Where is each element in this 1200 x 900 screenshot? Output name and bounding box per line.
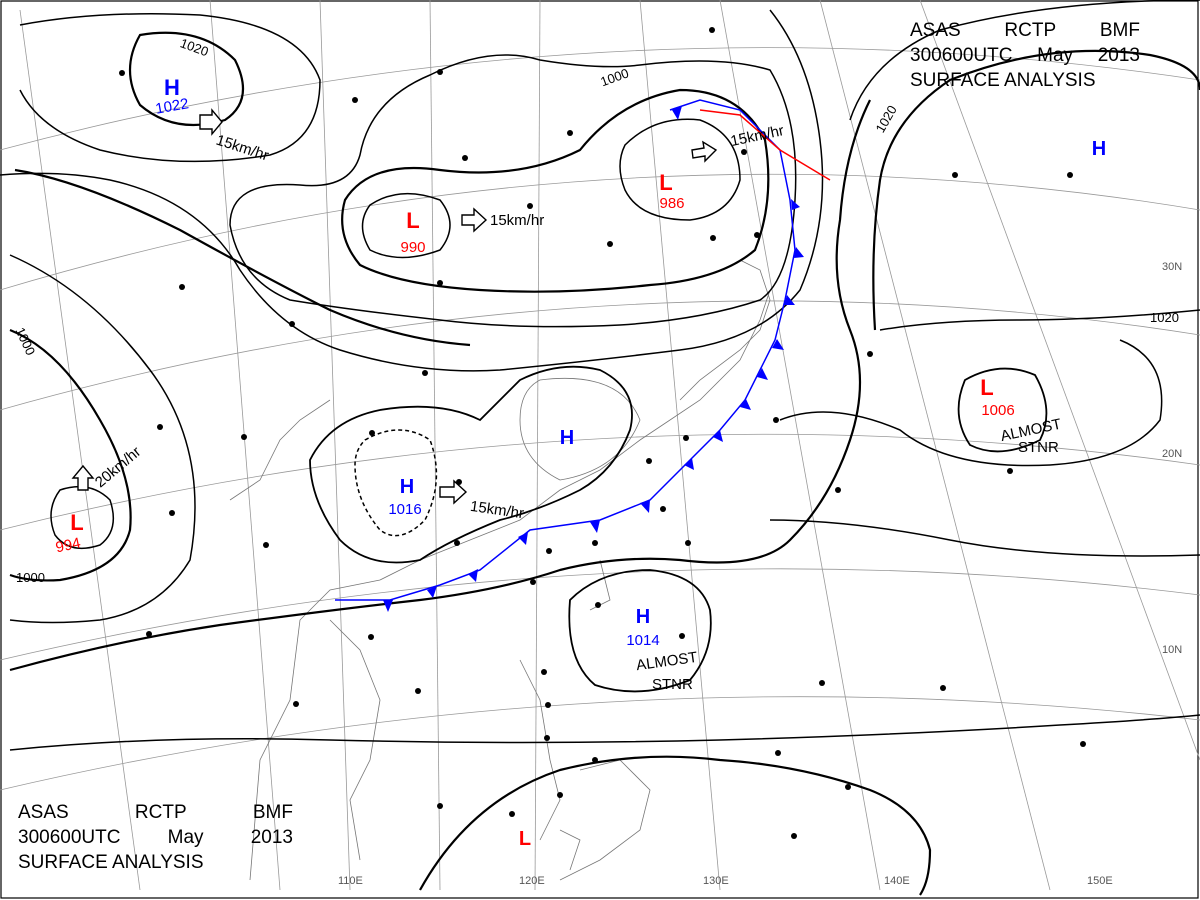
isobar-east-south <box>769 519 1200 557</box>
header-top: ASAS RCTP BMF 300600UTC May 2013 SURFACE… <box>910 18 1140 93</box>
motion-arrow-986 <box>691 140 718 163</box>
grid-labels: 110E 120E 130E 140E 150E 30N 20N 10N <box>338 261 1182 887</box>
header-top-line3: SURFACE ANALYSIS <box>910 68 1140 93</box>
header-bottom-year: 2013 <box>250 827 293 848</box>
low-center-990: L <box>406 208 419 233</box>
status-1014-line2: STNR <box>652 676 693 693</box>
isobar-1000-west <box>9 328 132 582</box>
high-value-1014: 1014 <box>626 632 659 649</box>
low-value-1006: 1006 <box>981 402 1014 419</box>
header-bottom-line2: 300600UTC May 2013 <box>18 825 293 850</box>
lon-label-140e: 140E <box>884 875 910 887</box>
motion-arrow-994 <box>71 464 95 491</box>
motion-label-990: 15km/hr <box>490 212 544 229</box>
low-center-986: L <box>659 170 672 195</box>
header-top-line2: 300600UTC May 2013 <box>910 43 1140 68</box>
header-bottom-agency: ASAS <box>18 802 69 823</box>
header-bottom-title: SURFACE ANALYSIS <box>18 852 204 873</box>
isobar-low-1006 <box>957 367 1048 453</box>
lon-label-120e: 120E <box>519 875 545 887</box>
header-top-time: 300600UTC <box>910 45 1013 66</box>
lat-label-10n: 10N <box>1162 644 1182 656</box>
header-top-month: May <box>1037 45 1074 66</box>
motion-arrows <box>71 108 718 505</box>
isobar-label-1000-sw: 1000 <box>16 570 45 585</box>
isobar-central-high <box>309 365 633 564</box>
high-center-east: H <box>1092 138 1106 160</box>
status-1006-line2: STNR <box>1018 439 1059 456</box>
warm-front-north <box>699 109 831 181</box>
high-center-1016: H <box>400 476 414 498</box>
isobar-outer-nw <box>19 13 321 163</box>
header-top-title: SURFACE ANALYSIS <box>910 70 1096 91</box>
fronts <box>335 99 831 612</box>
isobar-south-2 <box>9 714 1200 751</box>
lat-label-30n: 30N <box>1162 261 1182 273</box>
header-top-year: 2013 <box>1097 45 1140 66</box>
motion-arrow-1016 <box>439 479 468 505</box>
isobar-high-1014 <box>568 569 712 693</box>
header-bottom-month: May <box>167 827 204 848</box>
isobar-low-986-inner <box>619 118 741 221</box>
low-value-994: 994 <box>54 535 82 557</box>
isobar-west-outer <box>9 254 196 624</box>
lon-label-110e: 110E <box>338 875 363 887</box>
isobar-low-990-inner <box>361 192 451 259</box>
high-center-1014: H <box>636 606 650 628</box>
isobar-south-long <box>9 99 871 672</box>
high-center-central: H <box>560 427 574 449</box>
lon-label-130e: 130E <box>703 875 729 887</box>
motion-arrow-990 <box>461 207 488 233</box>
high-center-nw: H <box>164 75 180 100</box>
low-center-994: L <box>70 510 83 535</box>
low-value-990: 990 <box>400 239 425 256</box>
isobar-1000-north <box>341 88 770 293</box>
header-bottom-time: 300600UTC <box>18 827 121 848</box>
coastline <box>229 259 771 881</box>
high-value-1016: 1016 <box>388 501 421 518</box>
isobar-1020-hi-nw <box>129 31 245 127</box>
header-bottom-station: RCTP <box>134 802 187 823</box>
header-bottom-line1: ASAS RCTP BMF <box>18 800 293 825</box>
low-center-1006: L <box>980 375 993 400</box>
isobar-1020-east-2 <box>879 309 1200 331</box>
header-top-agency: ASAS <box>910 20 961 41</box>
header-bottom-line3: SURFACE ANALYSIS <box>18 850 293 875</box>
isobar-east-outer <box>849 0 1200 121</box>
motion-arrow-nw <box>199 108 223 136</box>
lon-label-150e: 150E <box>1087 875 1113 887</box>
status-labels: ALMOST STNR ALMOST STNR <box>635 416 1063 693</box>
isobar-1020-west <box>14 168 471 347</box>
isobar-north-outer <box>229 54 797 328</box>
isobar-wide-north <box>0 9 824 372</box>
header-bottom-code: BMF <box>252 802 293 823</box>
high-value-nw: 1022 <box>154 95 190 118</box>
isobar-east-mid <box>779 339 1163 467</box>
header-top-station: RCTP <box>1004 20 1057 41</box>
header-top-line1: ASAS RCTP BMF <box>910 18 1140 43</box>
station-plots <box>119 27 1086 839</box>
isobar-label-1020-east-2: 1020 <box>1150 310 1179 325</box>
isobar-south-bottom <box>419 755 932 896</box>
isobar-high-1016-dashed <box>354 429 438 537</box>
isobar-low-994-inner <box>50 485 115 550</box>
low-center-south: L <box>519 828 531 850</box>
header-top-code: BMF <box>1099 20 1140 41</box>
low-value-986: 986 <box>659 195 684 212</box>
header-bottom: ASAS RCTP BMF 300600UTC May 2013 SURFACE… <box>18 800 293 875</box>
pressure-systems: H 1022 L 990 L 986 H H 1016 L 994 H 1014… <box>54 75 1106 850</box>
isobar-1020-east <box>872 49 1200 331</box>
lat-label-20n: 20N <box>1162 448 1182 460</box>
